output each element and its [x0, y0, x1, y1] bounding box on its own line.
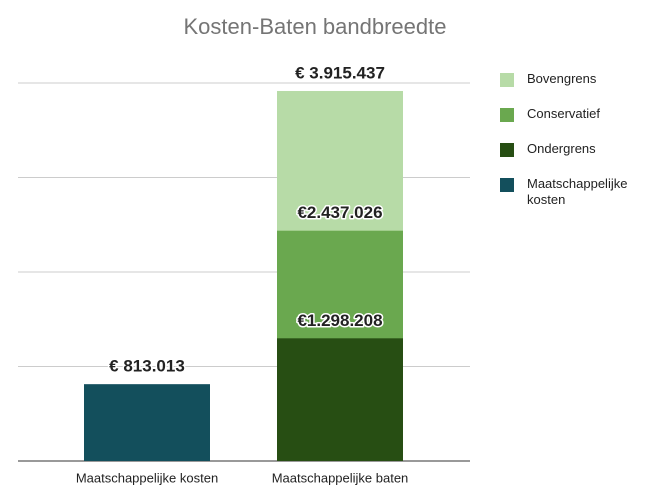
legend-label: Conservatief [527, 106, 600, 121]
legend-line: Ondergrens [527, 141, 596, 156]
chart-title: Kosten-Baten bandbreedte [184, 14, 447, 39]
data-label: €2.437.026 [297, 203, 382, 222]
legend-line: Conservatief [527, 106, 600, 121]
legend-label: Ondergrens [527, 141, 596, 156]
legend-label: Maatschappelijke kosten [527, 176, 627, 207]
x-tick-label: Maatschappelijke kosten [76, 470, 218, 485]
data-label: € 3.915.437 [295, 63, 385, 82]
x-tick-label: Maatschappelijke baten [272, 470, 409, 485]
bar [84, 384, 210, 461]
legend-swatch [500, 178, 514, 192]
legend-line: Bovengrens [527, 71, 597, 86]
legend-label: Bovengrens [527, 71, 597, 86]
data-label: €1.298.208 [297, 311, 382, 330]
legend-swatch [500, 73, 514, 87]
legend-line: Maatschappelijke [527, 176, 627, 191]
legend-swatch [500, 143, 514, 157]
legend-swatch [500, 108, 514, 122]
data-label: € 813.013 [109, 357, 185, 376]
bar [277, 338, 403, 461]
legend-line: kosten [527, 192, 565, 207]
